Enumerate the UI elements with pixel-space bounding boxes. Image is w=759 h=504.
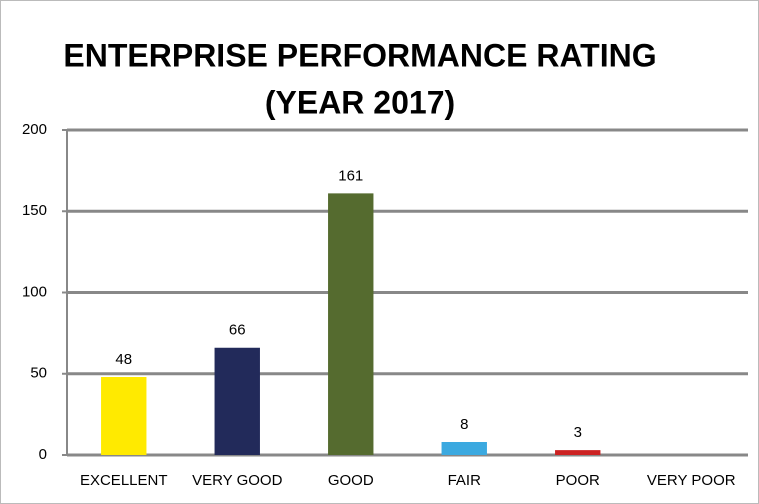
bar [555,450,601,455]
data-label: 3 [574,424,582,441]
bar [441,442,487,455]
x-tick-label: FAIR [448,472,482,489]
x-tick-label: VERY GOOD [192,472,282,489]
bar [214,347,260,455]
y-tick-label: 150 [22,202,47,219]
data-label: 161 [338,167,363,184]
data-label: 48 [115,351,132,368]
x-tick-label: GOOD [328,472,374,489]
x-tick-label: VERY POOR [647,472,736,489]
y-tick-label: 50 [30,365,47,382]
y-tick-label: 200 [22,121,47,138]
bar [101,377,147,455]
data-label: 8 [460,416,468,433]
chart-title: (YEAR 2017) [265,84,455,120]
data-label: 66 [229,322,246,339]
chart-title: ENTERPRISE PERFORMANCE RATING [63,37,656,73]
x-tick-label: POOR [556,472,600,489]
bar [328,193,374,455]
y-tick-label: 0 [39,446,47,463]
x-tick-label: EXCELLENT [80,472,168,489]
y-tick-label: 100 [22,283,47,300]
